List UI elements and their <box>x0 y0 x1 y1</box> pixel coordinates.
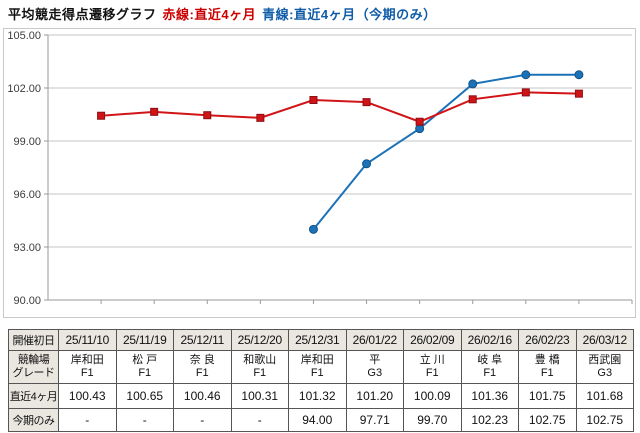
thisterm-marker <box>308 224 318 234</box>
venue-cell: 奈 良 F1 <box>173 350 232 384</box>
recent4-cell: 101.68 <box>575 383 634 409</box>
thisterm-cell: - <box>173 408 232 432</box>
thisterm-marker <box>521 70 531 80</box>
recent4-marker <box>362 98 371 107</box>
date-cell: 26/01/22 <box>345 329 404 351</box>
recent4-marker <box>468 95 477 104</box>
title-blue-legend: 青線:直近4ヶ月（今期のみ） <box>262 7 437 22</box>
date-cell: 25/11/10 <box>58 329 117 351</box>
recent4-cell: 101.20 <box>345 383 404 409</box>
recent4-marker <box>415 117 424 126</box>
y-axis-label: 93.00 <box>13 242 41 254</box>
y-axis-label: 96.00 <box>13 189 41 201</box>
date-cell: 26/02/09 <box>403 329 462 351</box>
recent4-marker <box>256 113 265 122</box>
venue-cell: 松 戸 F1 <box>115 350 174 384</box>
venue-cell: 岸和田 F1 <box>58 350 117 384</box>
recent4-cell: 101.75 <box>518 383 577 409</box>
score-transition-chart: 90.00 93.00 96.00 99.00 102.00 105.00 <box>3 28 636 318</box>
thisterm-marker <box>415 124 425 134</box>
recent4-cell: 101.36 <box>460 383 519 409</box>
recent4-marker <box>203 111 212 120</box>
thisterm-line <box>312 73 579 230</box>
results-table: 開催初日 25/11/10 25/11/19 25/12/11 25/12/20 25/1… <box>8 329 634 432</box>
venue-cell: 豊 橋 F1 <box>518 350 577 384</box>
thisterm-marker <box>362 159 372 169</box>
date-cell: 26/03/12 <box>575 329 634 351</box>
table-row: 開催初日 25/11/10 25/11/19 25/12/11 25/12/20 25/1… <box>8 329 634 351</box>
thisterm-marker <box>468 79 478 89</box>
recent4-cell: 101.32 <box>288 383 347 409</box>
row-label-dates: 開催初日 <box>8 329 59 351</box>
thisterm-cell: - <box>230 408 289 432</box>
y-axis-label: 105.00 <box>7 30 41 42</box>
recent4-cell: 100.65 <box>115 383 174 409</box>
recent4-marker <box>150 107 159 116</box>
thisterm-cell: 102.23 <box>460 408 519 432</box>
title-red-legend: 赤線:直近4ヶ月 <box>162 7 257 22</box>
table-row: 競輪場 グレード 岸和田 F1 松 戸 F1 奈 良 F1 和歌山 F1 岸和田 F1 平 G3 立 川 F1… <box>8 350 634 384</box>
y-axis-label: 90.00 <box>13 295 41 307</box>
recent4-line <box>101 91 579 123</box>
thisterm-cell: 102.75 <box>575 408 634 432</box>
thisterm-cell: 102.75 <box>518 408 577 432</box>
recent4-cell: 100.09 <box>403 383 462 409</box>
title-main: 平均競走得点遷移グラフ <box>8 7 157 22</box>
recent4-marker <box>97 111 106 120</box>
thisterm-cell: - <box>115 408 174 432</box>
venue-cell: 平 G3 <box>345 350 404 384</box>
date-cell: 26/02/16 <box>460 329 519 351</box>
date-cell: 25/12/11 <box>173 329 232 351</box>
venue-cell: 岸和田 F1 <box>288 350 347 384</box>
venue-cell: 立 川 F1 <box>403 350 462 384</box>
recent4-cell: 100.31 <box>230 383 289 409</box>
y-axis-label: 99.00 <box>13 136 41 148</box>
thisterm-cell: - <box>58 408 117 432</box>
row-label-thisterm: 今期のみ <box>8 408 59 432</box>
thisterm-cell: 94.00 <box>288 408 347 432</box>
recent4-marker <box>574 89 583 98</box>
y-axis-label: 102.00 <box>7 83 41 95</box>
thisterm-cell: 99.70 <box>403 408 462 432</box>
thisterm-cell: 97.71 <box>345 408 404 432</box>
table-row: 直近4ヶ月 100.43 100.65 100.46 100.31 101.32 101.2… <box>8 383 634 409</box>
venue-cell: 岐 阜 F1 <box>460 350 519 384</box>
date-cell: 26/02/23 <box>518 329 577 351</box>
row-label-recent4: 直近4ヶ月 <box>8 383 59 409</box>
recent4-marker <box>309 96 318 105</box>
venue-cell: 西武園 G3 <box>575 350 634 384</box>
recent4-marker <box>521 88 530 97</box>
date-cell: 25/12/31 <box>288 329 347 351</box>
thisterm-marker <box>574 70 584 80</box>
line-chart-svg: 90.00 93.00 96.00 99.00 102.00 105.00 <box>7 30 633 307</box>
table-row: 今期のみ - - - -94.00 97.71 99.70 102.23 102.75 102.7… <box>8 408 634 432</box>
page-title: 平均競走得点遷移グラフ 赤線:直近4ヶ月 青線:直近4ヶ月（今期のみ） <box>8 4 443 23</box>
date-cell: 25/11/19 <box>115 329 174 351</box>
date-cell: 25/12/20 <box>230 329 289 351</box>
recent4-cell: 100.43 <box>58 383 117 409</box>
venue-cell: 和歌山 F1 <box>230 350 289 384</box>
recent4-cell: 100.46 <box>173 383 232 409</box>
row-label-venue: 競輪場 グレード <box>8 350 59 384</box>
